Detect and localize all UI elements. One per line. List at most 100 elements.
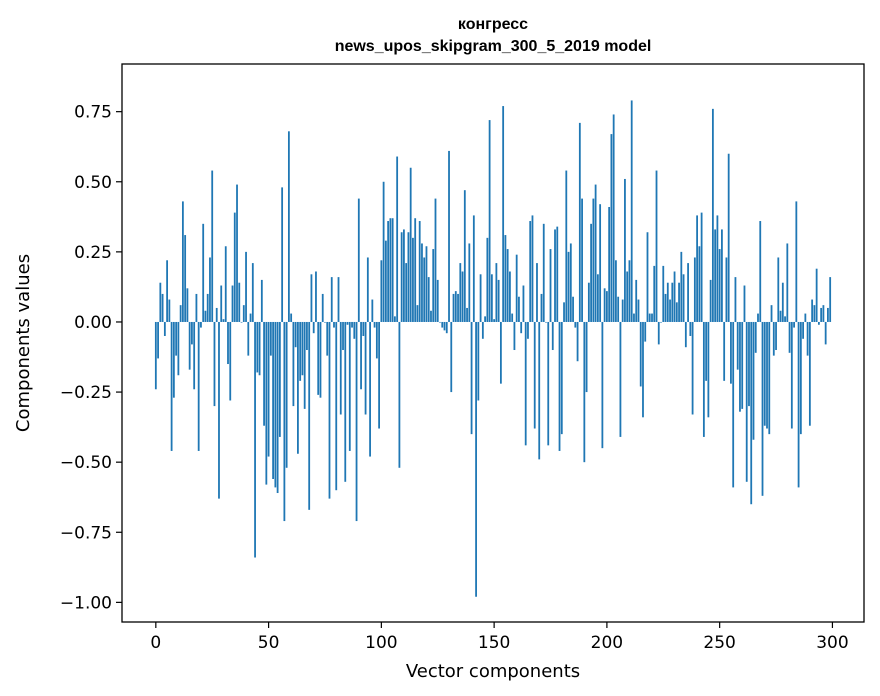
bar — [206, 293, 209, 322]
bar — [542, 223, 545, 322]
bar — [172, 321, 175, 398]
bar — [258, 321, 261, 376]
bar — [811, 299, 814, 322]
x-tick-label: 250 — [703, 633, 735, 653]
bar — [626, 271, 629, 322]
bar — [493, 319, 496, 322]
bar — [443, 321, 446, 331]
x-axis-label: Vector components — [406, 661, 580, 682]
bar — [680, 251, 683, 322]
bar — [628, 260, 631, 322]
bar — [213, 321, 216, 407]
bar — [249, 313, 252, 322]
bar — [177, 321, 180, 376]
bar — [592, 198, 595, 322]
bar — [337, 277, 340, 322]
bar — [472, 215, 475, 322]
bar — [355, 321, 358, 522]
bar — [784, 316, 786, 322]
bar — [461, 271, 464, 322]
bar — [558, 321, 561, 451]
bar — [617, 296, 620, 322]
bar — [806, 321, 809, 356]
bar — [700, 212, 703, 322]
bar — [691, 321, 694, 415]
bar — [441, 321, 444, 328]
bar — [303, 321, 306, 409]
bar — [166, 260, 168, 322]
bar — [804, 313, 807, 322]
bar — [407, 232, 410, 322]
bar — [294, 321, 297, 348]
bar — [817, 321, 820, 325]
bar — [590, 223, 592, 322]
bar — [218, 321, 220, 499]
bar — [515, 254, 518, 322]
bar — [581, 198, 583, 322]
bar — [387, 221, 390, 322]
bar — [238, 282, 241, 322]
bar — [463, 190, 466, 322]
y-tick-label: −0.50 — [60, 453, 112, 473]
bar — [233, 212, 236, 322]
bar — [281, 187, 284, 322]
bar — [777, 257, 780, 322]
bar — [278, 321, 281, 437]
bar — [375, 321, 378, 359]
y-tick-label: 0.00 — [74, 313, 112, 333]
bar — [587, 282, 590, 322]
bar — [263, 321, 265, 426]
bar — [621, 299, 624, 322]
bar — [572, 296, 574, 322]
bar — [371, 299, 374, 322]
bar — [436, 279, 439, 322]
bar — [757, 313, 759, 322]
bar — [240, 321, 243, 323]
bar — [813, 305, 816, 322]
bar — [605, 291, 608, 322]
bar — [256, 321, 259, 373]
bar — [615, 260, 617, 322]
bar — [808, 321, 811, 426]
bar — [285, 321, 288, 468]
bar — [711, 108, 714, 322]
bar — [157, 321, 159, 359]
bar — [770, 305, 773, 322]
bar — [425, 246, 428, 322]
bar — [596, 274, 599, 322]
bar — [786, 243, 789, 322]
bar — [574, 321, 577, 328]
bar — [400, 232, 403, 322]
bar — [459, 263, 462, 322]
chart-subtitle: news_upos_skipgram_300_5_2019 model — [335, 38, 652, 55]
y-axis: −1.00 −0.75 −0.50 −0.25 0.00 0.25 0.50 0.75 — [60, 103, 122, 613]
bar — [736, 321, 739, 370]
bar — [793, 321, 795, 328]
bar — [673, 271, 676, 322]
bar — [531, 215, 534, 322]
bar — [653, 265, 656, 322]
bar — [565, 170, 568, 322]
bar — [339, 321, 342, 415]
bar — [684, 321, 687, 348]
bar — [391, 218, 394, 322]
bar — [159, 282, 162, 322]
bar — [479, 274, 482, 322]
bar — [448, 150, 450, 322]
bar — [330, 277, 333, 322]
bar — [272, 321, 274, 479]
x-tick-label: 100 — [365, 633, 397, 653]
bar — [312, 321, 315, 334]
bar — [163, 321, 166, 336]
bar — [761, 321, 764, 496]
bar — [824, 321, 827, 345]
bar — [209, 257, 211, 322]
bar — [504, 235, 507, 322]
bar — [743, 285, 746, 322]
bar — [351, 321, 353, 328]
bar — [488, 120, 491, 322]
bar — [357, 198, 360, 322]
bar — [716, 215, 719, 322]
bar — [624, 178, 626, 322]
bar — [797, 321, 800, 488]
